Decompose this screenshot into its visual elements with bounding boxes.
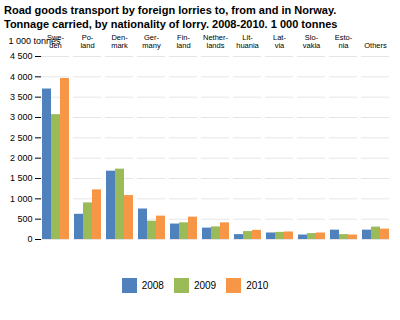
svg-text:2 000: 2 000	[10, 153, 33, 163]
svg-text:Den-mark: Den-mark	[111, 34, 128, 50]
html-text:Road goods transport by foreig: Road goods transport by foreign lorries …	[4, 4, 337, 16]
svg-text:Esto-nia: Esto-nia	[335, 34, 353, 50]
html-text:2010: 2010	[246, 279, 269, 291]
svg-text:Nether-lands: Nether-lands	[203, 34, 229, 50]
svg-text:4 000: 4 000	[10, 71, 33, 81]
svg-text:3 500: 3 500	[10, 92, 33, 102]
svg-text:Lat-via: Lat-via	[273, 34, 286, 50]
svg-text:3 000: 3 000	[10, 112, 33, 122]
svg-text:4 500: 4 500	[10, 51, 33, 61]
svg-text:Po-land: Po-land	[80, 34, 94, 50]
svg-text:1 000 tonnes: 1 000 tonnes	[8, 35, 61, 46]
svg-text:Others: Others	[364, 40, 387, 49]
svg-text:Fin-land: Fin-land	[176, 34, 190, 50]
svg-text:0: 0	[27, 234, 32, 244]
svg-text:1 500: 1 500	[10, 173, 33, 183]
svg-text:1 000: 1 000	[10, 193, 33, 203]
html-text:Tonnage carried, by nationalit: Tonnage carried, by nationality of lorry…	[4, 17, 338, 30]
html-text:2009: 2009	[193, 279, 217, 291]
svg-text:500: 500	[17, 214, 32, 224]
html-text:2008: 2008	[141, 279, 164, 291]
svg-text:Lit-huania: Lit-huania	[236, 34, 259, 50]
svg-text:Ger-many: Ger-many	[142, 34, 161, 50]
svg-text:Slo-vakia: Slo-vakia	[303, 34, 321, 50]
svg-text:2 500: 2 500	[10, 132, 33, 142]
svg-text:Swe-den: Swe-den	[47, 34, 65, 50]
